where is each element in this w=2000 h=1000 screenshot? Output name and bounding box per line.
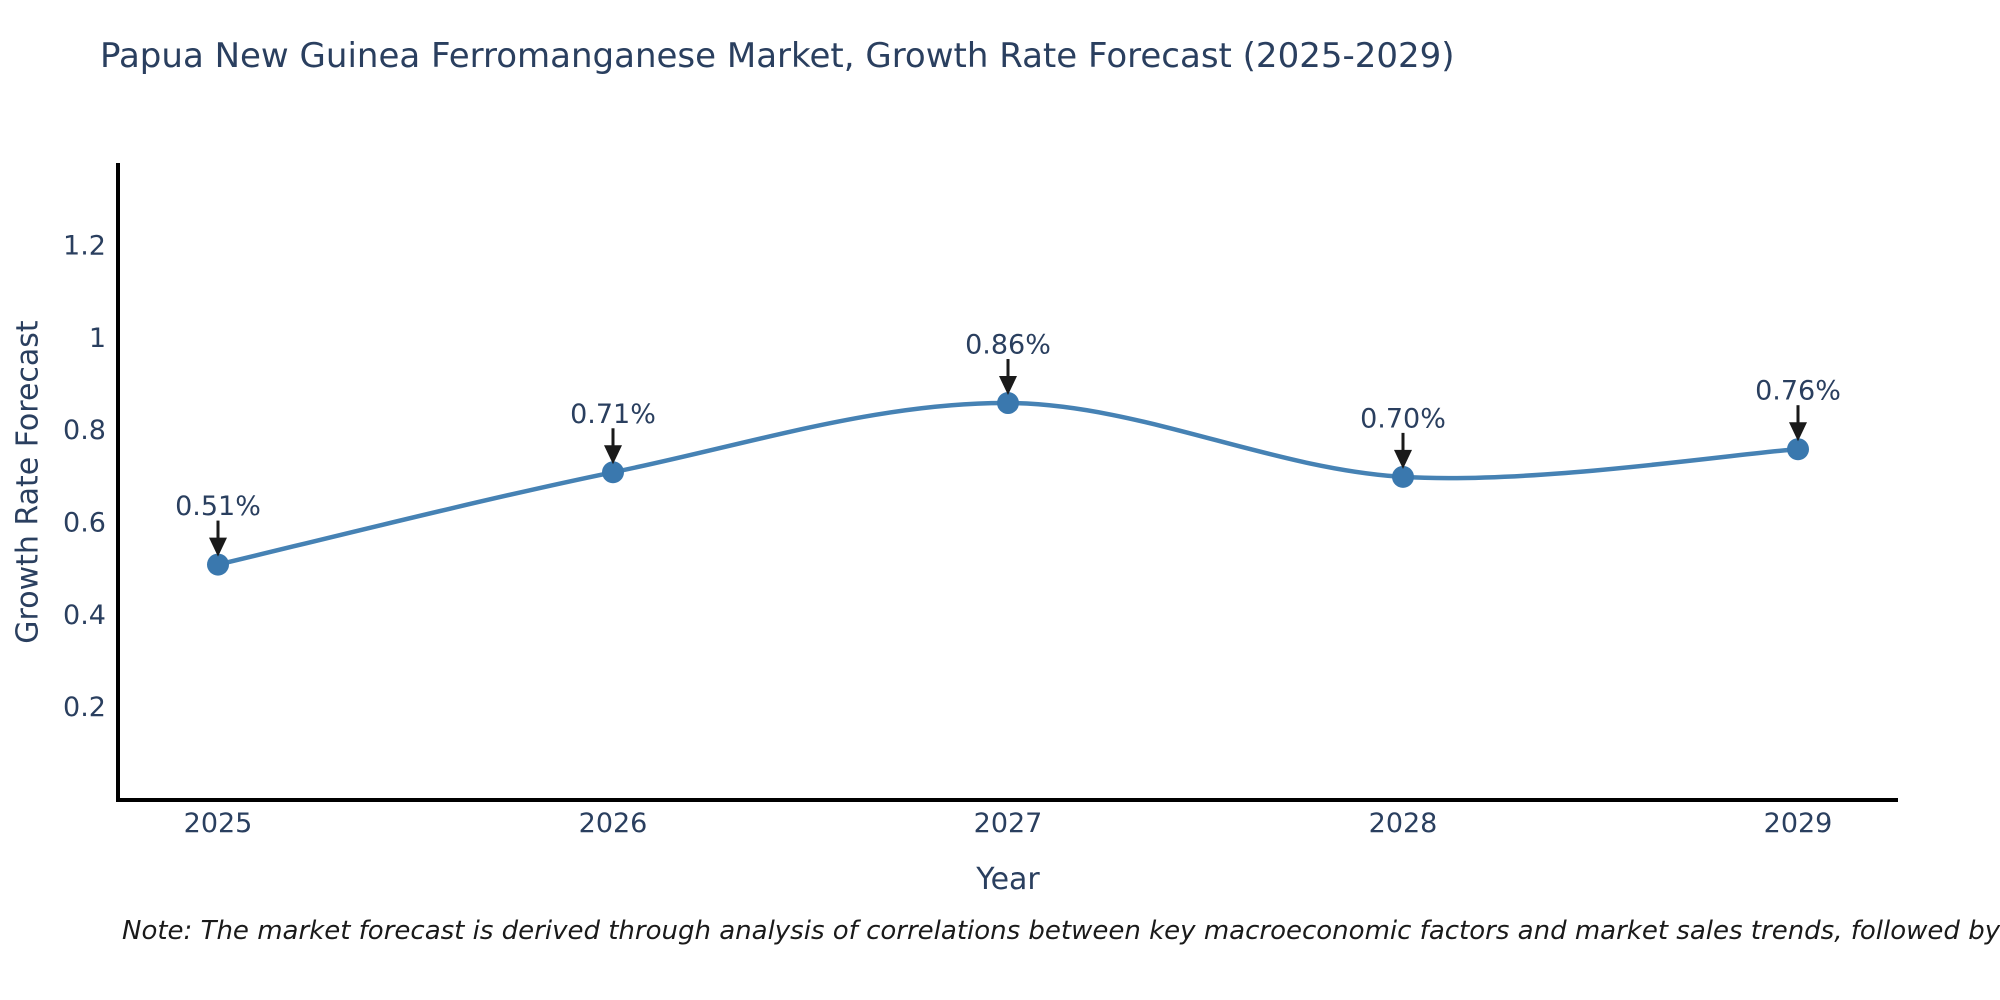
y-tick-label: 0.2 xyxy=(63,692,106,723)
x-tick-label: 2026 xyxy=(579,808,648,839)
annotation-arrowhead xyxy=(604,445,622,465)
data-point[interactable] xyxy=(602,461,624,484)
annotation-label: 0.70% xyxy=(1360,403,1446,434)
y-axis-title: Growth Rate Forecast xyxy=(10,320,46,644)
y-tick-label: 1.2 xyxy=(63,231,106,262)
page-title: Papua New Guinea Ferromanganese Market, … xyxy=(100,36,1455,76)
y-tick-label: 1 xyxy=(89,323,106,354)
data-point[interactable] xyxy=(207,553,229,576)
annotation-arrowhead xyxy=(1394,449,1412,469)
annotation-arrowhead xyxy=(209,537,227,557)
annotation-label: 0.71% xyxy=(570,399,656,430)
x-tick-label: 2027 xyxy=(974,808,1043,839)
annotation-label: 0.86% xyxy=(965,330,1051,361)
y-tick-label: 0.4 xyxy=(63,600,106,631)
x-tick-label: 2025 xyxy=(184,808,253,839)
y-tick-label: 0.8 xyxy=(63,415,106,446)
data-point[interactable] xyxy=(1392,465,1414,488)
annotation-arrowhead xyxy=(999,376,1017,396)
footnote: Note: The market forecast is derived thr… xyxy=(122,916,2000,946)
y-tick-label: 0.6 xyxy=(63,508,106,539)
annotation-label: 0.76% xyxy=(1755,376,1841,407)
annotation-label: 0.51% xyxy=(175,491,261,522)
series-line xyxy=(215,400,1801,567)
annotation-arrowhead xyxy=(1789,422,1807,442)
data-point[interactable] xyxy=(1787,438,1809,461)
x-tick-label: 2029 xyxy=(1764,808,1833,839)
data-point[interactable] xyxy=(997,392,1019,415)
x-axis-title: Year xyxy=(976,862,1040,897)
x-tick-label: 2028 xyxy=(1369,808,1438,839)
